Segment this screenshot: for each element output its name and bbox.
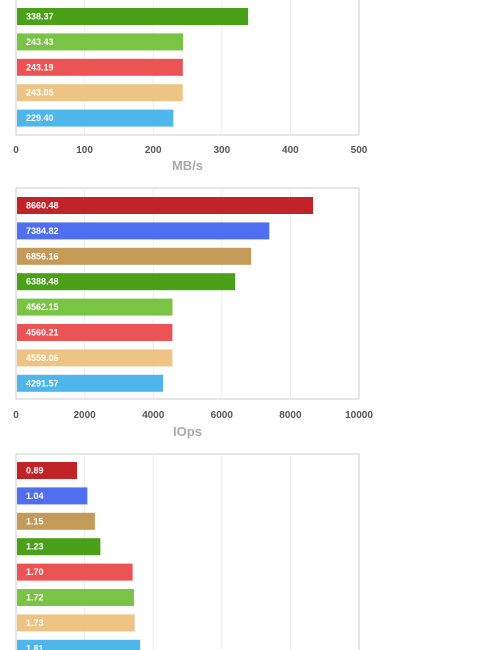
x-tick-label: 2000 <box>73 410 96 421</box>
x-axis-title: MB/s <box>172 158 203 173</box>
chart-3: 0.89 1.04 1.15 1.23 1.70 1.72 1.73 1.81 <box>15 453 360 650</box>
bar-value-label: 6388.48 <box>26 277 59 287</box>
bar <box>17 298 173 316</box>
bar-value-label: 1.72 <box>26 593 44 603</box>
bar-value-label: 6856.16 <box>26 251 59 261</box>
bar <box>17 197 314 214</box>
x-tick-label: 4000 <box>142 410 165 421</box>
bar <box>17 349 173 367</box>
bar <box>17 614 135 632</box>
bar-value-label: 0.89 <box>26 466 44 476</box>
bar <box>17 109 174 127</box>
x-tick-label: 0 <box>13 410 19 421</box>
bar <box>17 563 133 581</box>
bar <box>17 222 270 240</box>
bar-value-label: 4291.57 <box>26 378 59 388</box>
bar <box>17 273 236 291</box>
x-tick-label: 500 <box>351 145 368 156</box>
bar-value-label: 1.81 <box>26 643 44 650</box>
bar <box>17 84 183 102</box>
x-tick-label: 200 <box>145 145 162 156</box>
bar-value-label: 7384.82 <box>26 226 59 236</box>
bar <box>17 639 141 650</box>
plot-frame <box>15 187 360 400</box>
bar-value-label: 1.23 <box>26 542 44 552</box>
bar <box>17 247 252 265</box>
bar <box>17 324 173 341</box>
bar <box>17 487 88 505</box>
x-tick-label: 0 <box>13 145 19 156</box>
x-tick-label: 400 <box>282 145 299 156</box>
bar-value-label: 4560.21 <box>26 328 59 338</box>
bar <box>17 374 164 392</box>
x-tick-label: 10000 <box>345 410 373 421</box>
bar-value-label: 8660.48 <box>26 201 59 211</box>
bar-value-label: 338.37 <box>26 12 54 22</box>
bar-value-label: 4562.15 <box>26 302 59 312</box>
bar <box>17 538 101 556</box>
bar <box>17 462 78 479</box>
bar-value-label: 229.40 <box>26 113 54 123</box>
bar-value-label: 1.04 <box>26 491 44 501</box>
x-tick-label: 300 <box>213 145 230 156</box>
bar <box>17 512 95 530</box>
chart-2: 8660.48 7384.82 6856.16 6388.48 4562.15 4560.… <box>13 187 373 439</box>
bar-value-label: 4559.06 <box>26 353 59 363</box>
bar-value-label: 243.43 <box>26 37 54 47</box>
x-tick-label: 6000 <box>211 410 234 421</box>
bar <box>17 33 183 51</box>
bar-value-label: 243.19 <box>26 62 54 72</box>
x-axis-title: IOps <box>173 424 202 439</box>
bar <box>17 58 183 76</box>
bar-value-label: 1.70 <box>26 567 44 577</box>
x-tick-label: 8000 <box>279 410 302 421</box>
bar-value-label: 1.15 <box>26 516 44 526</box>
chart-1: 338.37 243.43 243.19 243.05 229.40 0 100 200 300… <box>13 0 368 173</box>
bar <box>17 589 134 606</box>
bar-value-label: 1.73 <box>26 618 44 628</box>
x-tick-label: 100 <box>76 145 93 156</box>
bar <box>17 8 249 25</box>
bar-value-label: 243.05 <box>26 88 54 98</box>
